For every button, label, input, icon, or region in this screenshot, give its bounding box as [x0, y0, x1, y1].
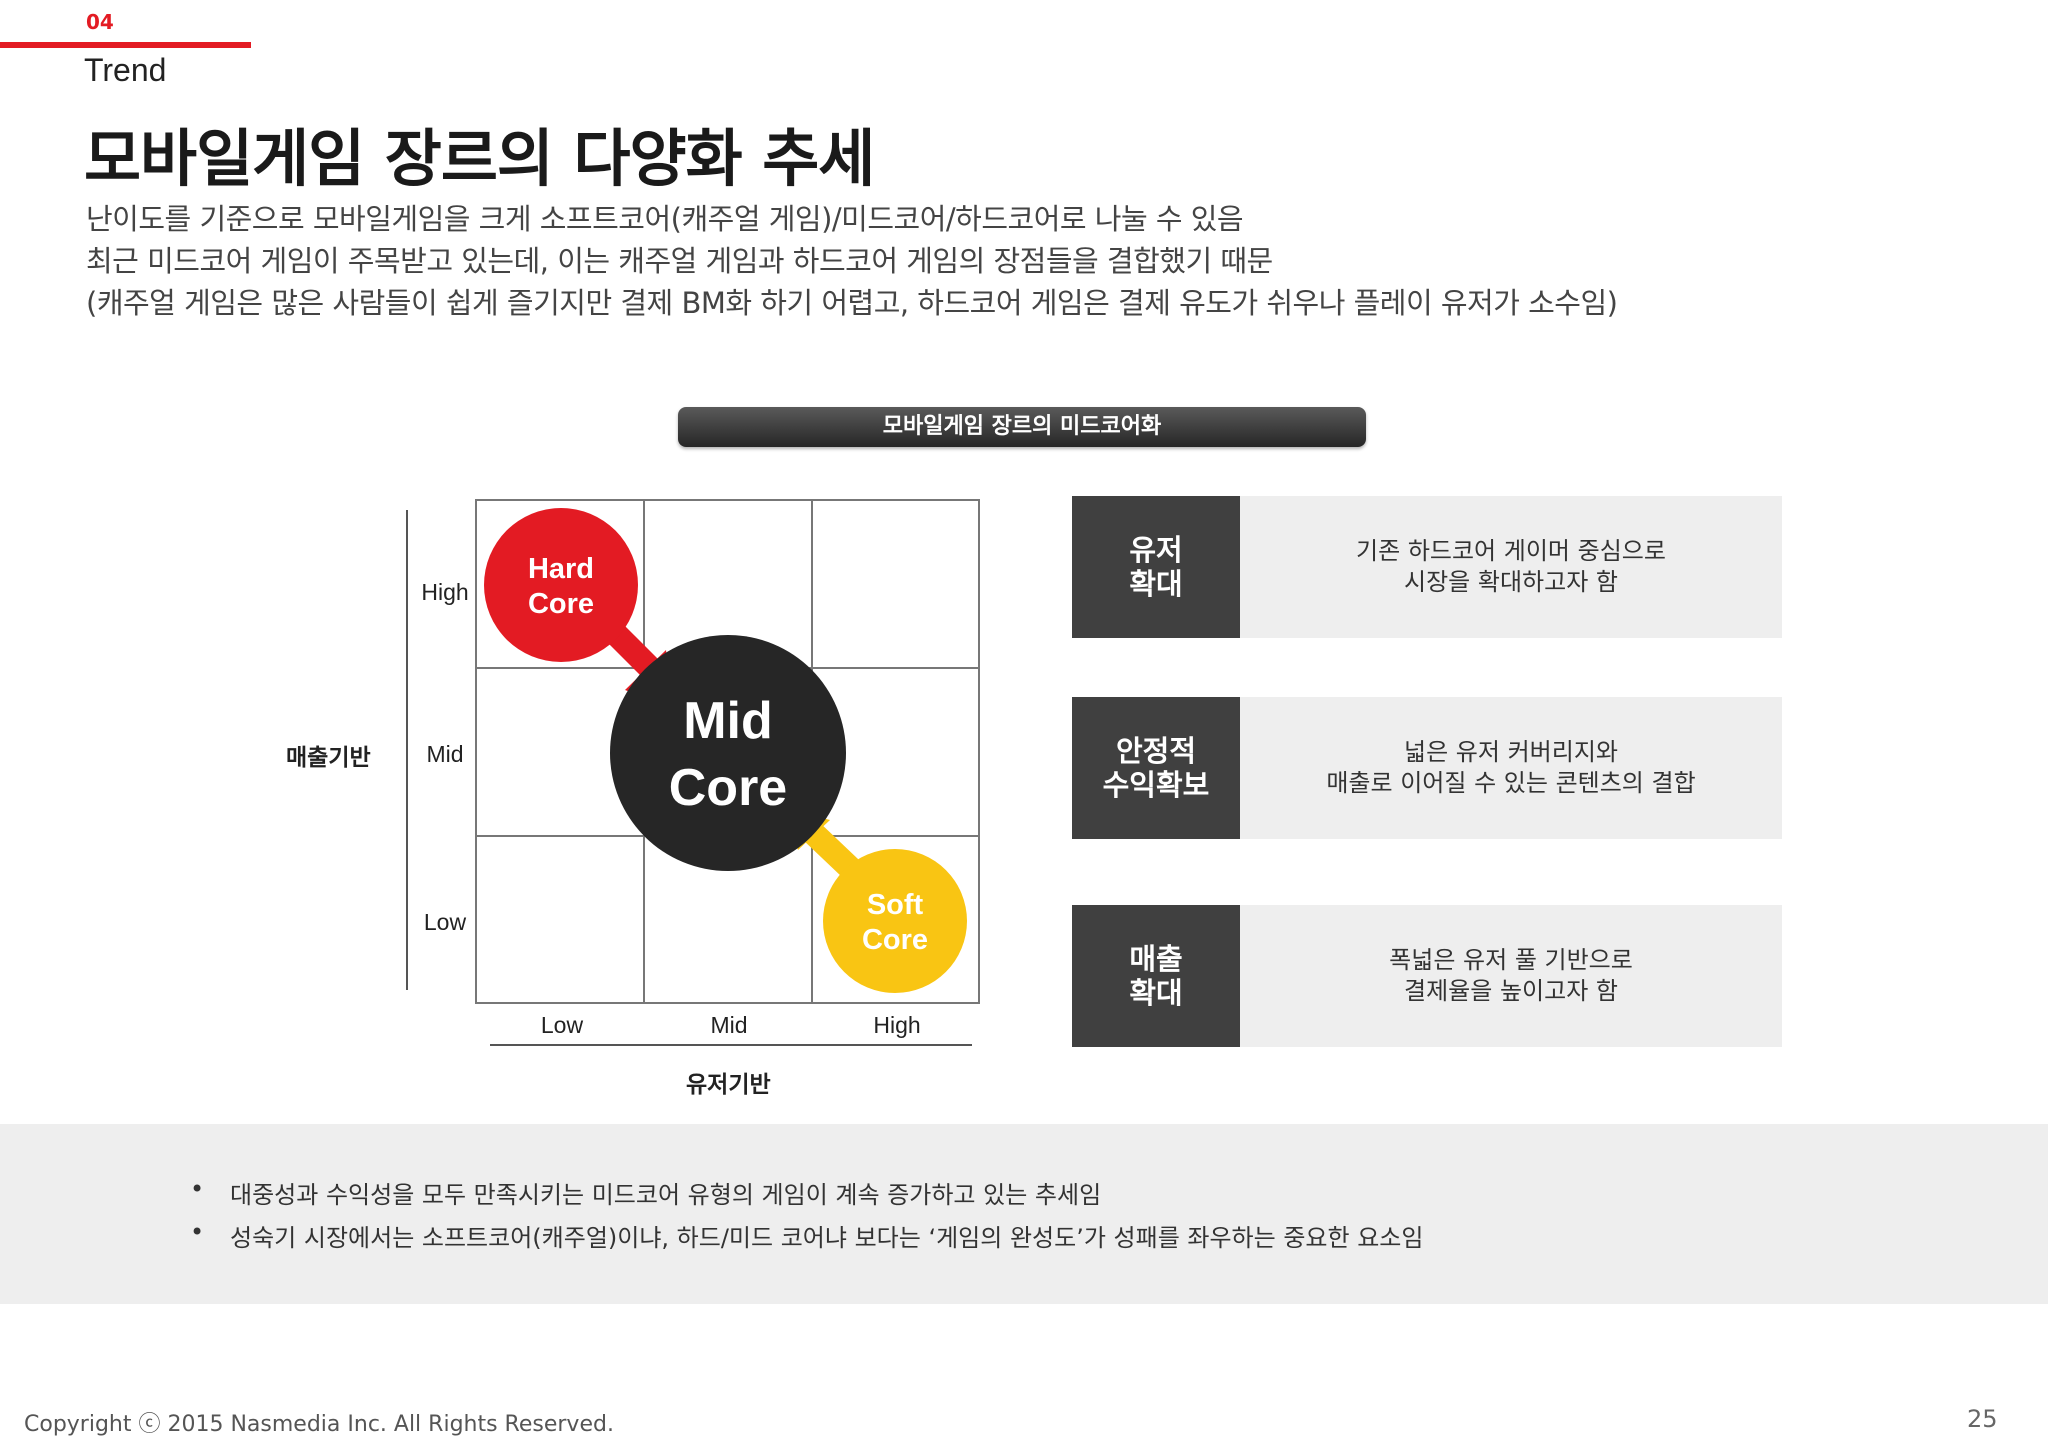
y-tick-low: Low: [424, 909, 467, 935]
section-number: 04: [86, 10, 114, 34]
hard-core-label-1: Hard: [528, 553, 594, 585]
diagram-banner: 모바일게임 장르의 미드코어화: [678, 407, 1366, 447]
benefit-row-sales-expansion: 매출 확대 폭넓은 유저 풀 기반으로 결제율을 높이고자 함: [1072, 905, 1782, 1047]
bullet-dot: •: [190, 1175, 205, 1203]
benefit-text: 기존 하드코어 게이머 중심으로 시장을 확대하고자 함: [1356, 537, 1666, 596]
bullet-text: 성숙기 시장에서는 소프트코어(캐주얼)이냐, 하드/미드 코어냐 보다는 ‘게…: [230, 1224, 1424, 1252]
y-tick-high: High: [421, 579, 468, 605]
x-tick-high: High: [873, 1012, 920, 1038]
x-axis-label: 유저기반: [686, 1072, 771, 1098]
y-tick-mid: Mid: [426, 741, 463, 767]
benefit-row-user-expansion: 유저 확대 기존 하드코어 게이머 중심으로 시장을 확대하고자 함: [1072, 496, 1782, 638]
soft-core-circle: [823, 849, 967, 993]
bullet-text: 대중성과 수익성을 모두 만족시키는 미드코어 유형의 게임이 계속 증가하고 …: [230, 1181, 1102, 1209]
mid-core-label-2: Core: [669, 759, 787, 817]
genre-matrix-diagram: Hard Core Mid Core Soft Core High Mid Lo…: [406, 499, 980, 1046]
copyright-text: Copyright ⓒ 2015 Nasmedia Inc. All Right…: [24, 1412, 614, 1437]
section-name: Trend: [84, 52, 167, 88]
hard-core-circle: [484, 508, 638, 662]
x-tick-low: Low: [541, 1012, 584, 1038]
benefit-tag: 유저 확대: [1072, 496, 1240, 638]
benefit-tag: 매출 확대: [1072, 905, 1240, 1047]
description-line-3: (캐주얼 게임은 많은 사람들이 쉽게 즐기지만 결제 BM화 하기 어렵고, …: [86, 286, 1618, 320]
y-axis-label: 매출기반: [286, 745, 371, 771]
soft-core-label-1: Soft: [867, 889, 924, 921]
mid-core-label-1: Mid: [683, 692, 773, 750]
benefit-text: 넓은 유저 커버리지와 매출로 이어질 수 있는 콘텐츠의 결합: [1326, 738, 1696, 797]
bullet-dot: •: [190, 1218, 205, 1246]
benefit-text: 폭넓은 유저 풀 기반으로 결제율을 높이고자 함: [1389, 946, 1633, 1005]
benefit-row-stable-revenue: 안정적 수익확보 넓은 유저 커버리지와 매출로 이어질 수 있는 콘텐츠의 결…: [1072, 697, 1782, 839]
section-divider: [0, 42, 251, 48]
hard-core-label-2: Core: [528, 588, 594, 620]
soft-core-label-2: Core: [862, 924, 928, 956]
mid-core-circle: [610, 635, 846, 871]
benefit-tag: 안정적 수익확보: [1072, 697, 1240, 839]
page-number: 25: [1967, 1405, 1998, 1433]
description-line-1: 난이도를 기준으로 모바일게임을 크게 소프트코어(캐주얼 게임)/미드코어/하…: [86, 202, 1244, 236]
description-line-2: 최근 미드코어 게임이 주목받고 있는데, 이는 캐주얼 게임과 하드코어 게임…: [86, 244, 1273, 278]
summary-band: [0, 1124, 2048, 1304]
page-title: 모바일게임 장르의 다양화 추세: [84, 122, 875, 195]
x-tick-mid: Mid: [710, 1012, 747, 1038]
